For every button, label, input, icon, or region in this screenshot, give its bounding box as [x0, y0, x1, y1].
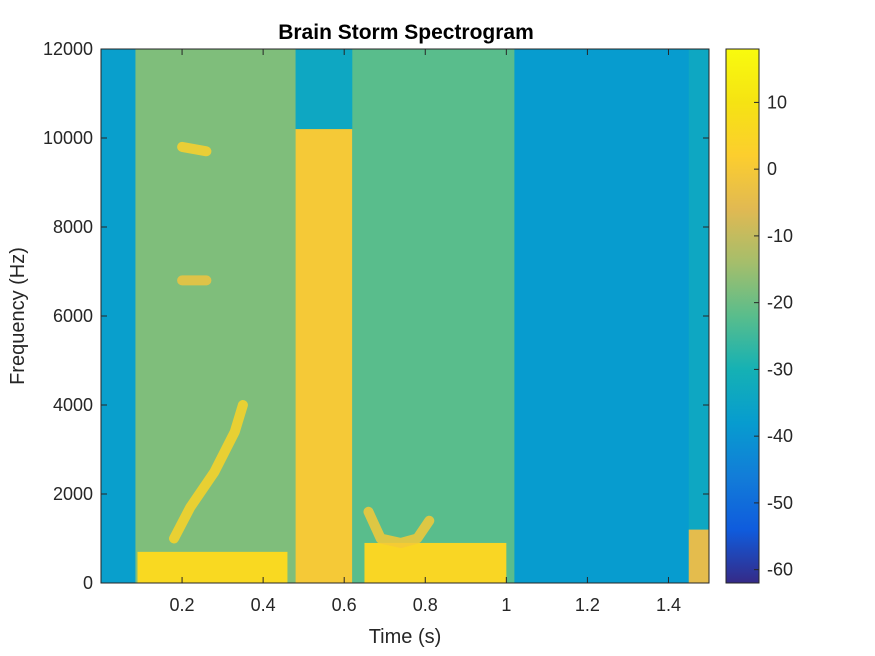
x-tick-label: 0.6 — [332, 595, 357, 615]
y-axis: 0 2000 4000 6000 8000 10000 12000 — [43, 39, 709, 593]
spectrogram-region — [137, 551, 288, 583]
colorbar-tick-label: 10 — [767, 92, 787, 112]
chart-title: Brain Storm Spectrogram — [278, 21, 534, 44]
x-tick-label: 1.2 — [575, 595, 600, 615]
y-tick-label: 8000 — [53, 217, 93, 237]
colorbar-gradient — [726, 49, 759, 583]
formant-trace — [169, 400, 248, 544]
spectrogram-region — [352, 49, 515, 583]
x-axis: 0.2 0.4 0.6 0.8 1 1.2 1.4 — [170, 49, 681, 615]
colorbar-tick-label: -60 — [767, 560, 793, 580]
y-tick-label: 4000 — [53, 395, 93, 415]
spectrogram-region — [295, 129, 353, 583]
x-tick-label: 0.2 — [170, 595, 195, 615]
colorbar-tick-label: -50 — [767, 493, 793, 513]
spectrogram-region — [688, 529, 709, 583]
colorbar-tick-label: 0 — [767, 159, 777, 179]
y-tick-label: 2000 — [53, 484, 93, 504]
colorbar-axis: -60 -50 -40 -30 -20 -10 0 10 — [754, 92, 793, 580]
y-axis-label: Frequency (Hz) — [7, 247, 29, 385]
colorbar-frame — [725, 48, 760, 584]
y-tick-label: 10000 — [43, 128, 93, 148]
plot-area — [101, 49, 709, 583]
x-tick-label: 1.4 — [656, 595, 681, 615]
formant-trace — [363, 506, 435, 548]
x-tick-label: 0.4 — [251, 595, 276, 615]
y-tick-label: 0 — [83, 573, 93, 593]
spectrogram-region — [135, 49, 296, 583]
spectrogram-region — [514, 49, 689, 583]
colorbar-tick-label: -10 — [767, 226, 793, 246]
colorbar-tick-label: -40 — [767, 426, 793, 446]
y-tick-label: 6000 — [53, 306, 93, 326]
spectrogram-region — [364, 542, 507, 583]
colorbar-tick-label: -20 — [767, 293, 793, 313]
x-axis-label: Time (s) — [369, 626, 442, 648]
y-tick-label: 12000 — [43, 39, 93, 59]
colorbar-tick-label: -30 — [767, 359, 793, 379]
x-tick-label: 0.8 — [413, 595, 438, 615]
x-tick-label: 1 — [501, 595, 511, 615]
formant-trace — [177, 141, 212, 157]
colorbar — [725, 48, 760, 584]
